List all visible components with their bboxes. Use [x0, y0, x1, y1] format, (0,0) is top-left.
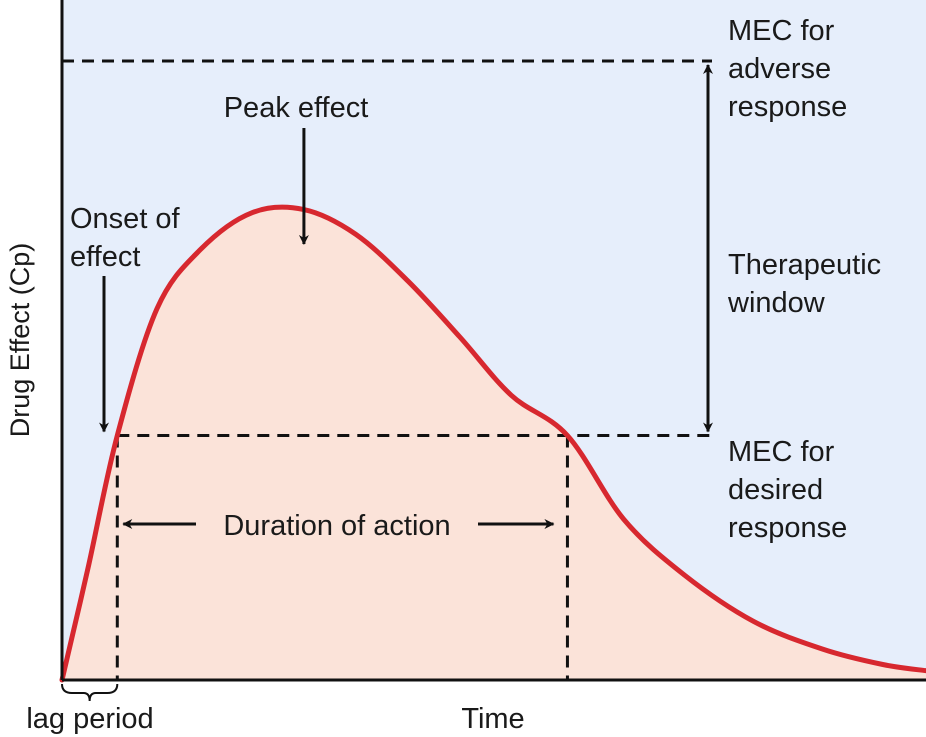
onset-label-line2: effect	[70, 241, 140, 273]
mec-desired-label-line1: MEC for	[728, 436, 835, 468]
mec-desired-label-line2: desired	[728, 474, 823, 506]
mec-desired-label-line3: response	[728, 512, 847, 544]
drug-effect-curve	[59, 204, 926, 683]
onset-label-line1: Onset of	[70, 203, 181, 235]
duration-label: Duration of action	[223, 510, 450, 542]
y-axis-label: Drug Effect (Cp)	[5, 243, 35, 438]
mec-adverse-label-line2: adverse	[728, 53, 831, 85]
x-axis-label: Time	[461, 703, 524, 735]
lag-period-label: lag period	[26, 703, 153, 735]
area-under-curve	[62, 207, 926, 680]
mec-adverse-label-line3: response	[728, 91, 847, 123]
lag-period-brace	[61, 683, 119, 702]
peak-effect-label: Peak effect	[224, 92, 369, 124]
therapeutic-window-label-line1: Therapeutic	[728, 249, 881, 281]
therapeutic-window-label-line2: window	[727, 287, 826, 319]
mec-adverse-label-line1: MEC for	[728, 15, 835, 47]
